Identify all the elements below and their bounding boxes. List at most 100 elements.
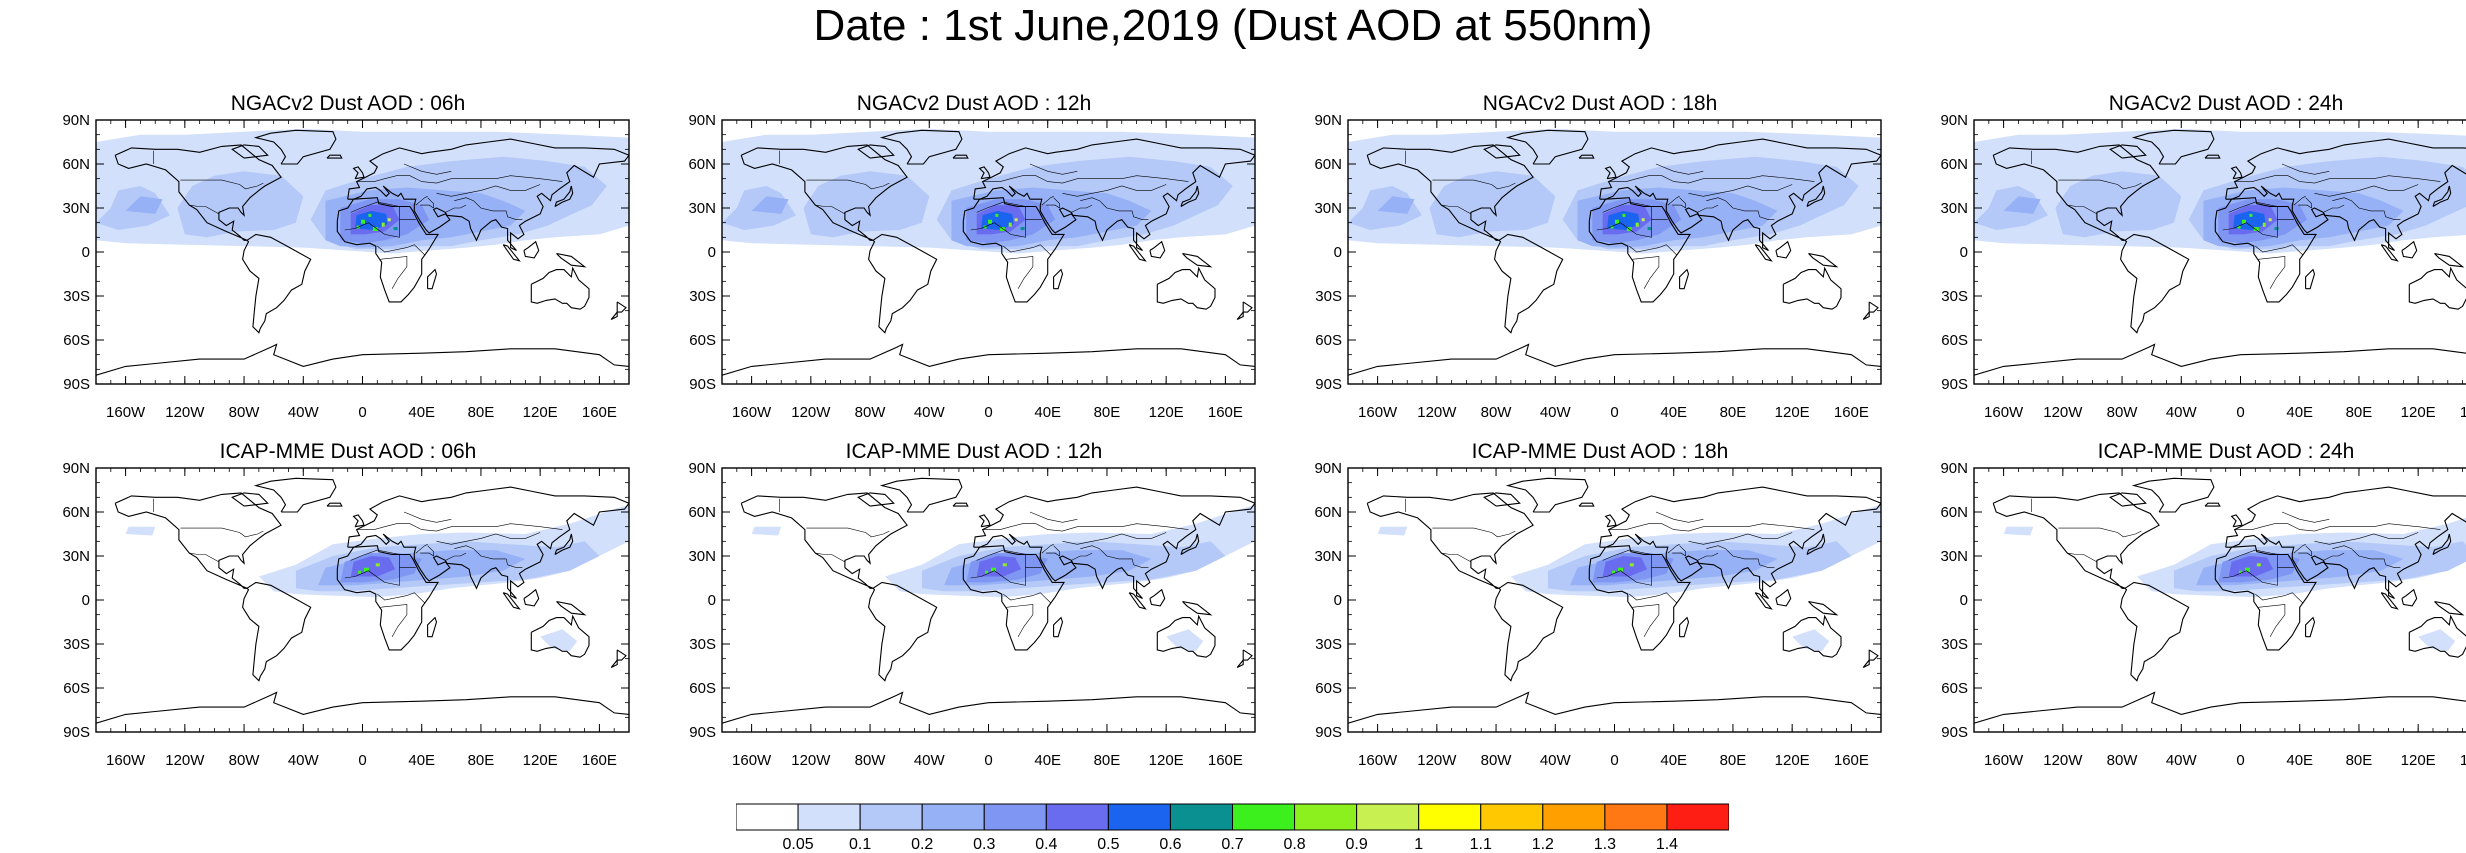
coastline-borneo — [2401, 588, 2418, 607]
longitude-tick-label: 40W — [2166, 752, 2198, 769]
country-border — [1029, 163, 1078, 175]
country-border — [454, 197, 523, 220]
latitude-tick-label: 60S — [1941, 680, 1968, 697]
coastline-africa — [1588, 545, 1691, 651]
country-border — [356, 175, 563, 184]
colorbar-label: 0.6 — [1159, 836, 1181, 851]
latitude-tick-label: 60S — [689, 680, 716, 697]
latitude-tick-label: 90S — [1315, 376, 1342, 393]
latitude-tick-label: 90N — [1940, 460, 1968, 477]
coastline-sumatra — [1754, 244, 1773, 262]
latitude-tick-label: 30S — [1315, 288, 1342, 305]
country-border — [1071, 552, 1093, 561]
aod-high-cell — [2242, 219, 2246, 224]
longitude-tick-label: 40E — [1034, 404, 1061, 421]
colorbar-swatch — [797, 803, 861, 831]
latitude-tick-label: 30S — [63, 288, 90, 305]
longitude-tick-label: 160W — [1358, 404, 1398, 421]
country-border — [189, 552, 220, 563]
country-border — [1006, 604, 1034, 637]
latitude-tick-label: 30N — [1314, 200, 1342, 217]
longitude-tick-label: 120W — [165, 752, 205, 769]
longitude-tick-label: 40E — [1660, 404, 1687, 421]
coastline-baffin-island — [857, 492, 895, 507]
aod-shading-region — [1377, 526, 1408, 536]
map-panel: ICAP-MME Dust AOD : 12h 90N 60N 30N 0 30S 60S 9… — [674, 440, 1274, 780]
coastline-japan — [2432, 533, 2452, 555]
panel-title: ICAP-MME Dust AOD : 24h — [2097, 440, 2355, 463]
country-border — [2234, 523, 2441, 532]
latitude-tick-label: 30N — [62, 200, 90, 217]
coastline-australia — [1782, 614, 1842, 658]
aod-high-cell — [1635, 222, 1639, 227]
coastline-antarctica — [722, 343, 1255, 376]
aod-high-cell — [375, 563, 380, 567]
aod-shading-region — [1377, 196, 1415, 214]
country-border — [2222, 201, 2278, 238]
coastline-uk — [978, 514, 991, 528]
map-plot: 90N 60N 30N 0 30S 60S 90S 160W 120W 80W 40W 0 40E 80E… — [1314, 460, 1882, 769]
aod-high-cell — [1002, 563, 1007, 567]
coastline-sumatra — [1754, 592, 1773, 610]
country-border — [2293, 544, 2306, 554]
latitude-tick-label: 60N — [1940, 156, 1968, 173]
aod-shading-region — [2003, 526, 2034, 536]
longitude-tick-label: 0 — [984, 404, 992, 421]
latitude-tick-label: 60N — [62, 504, 90, 521]
latitude-tick-label: 0 — [1960, 592, 1968, 609]
colorbar-label: 0.05 — [782, 836, 813, 851]
colorbar-swatch — [1604, 803, 1668, 831]
longitude-tick-label: 80W — [1481, 752, 1513, 769]
country-border — [2332, 545, 2401, 568]
aod-shading-region — [803, 171, 930, 238]
coastline-madagascar — [2305, 268, 2316, 290]
country-border — [2258, 256, 2286, 289]
aod-high-cell — [1020, 227, 1025, 231]
longitude-tick-label: 120E — [1149, 752, 1184, 769]
latitude-tick-label: 30S — [1941, 288, 1968, 305]
aod-high-cell — [1617, 567, 1623, 572]
longitude-tick-label: 160W — [1984, 752, 2024, 769]
aod-high-cell — [1622, 213, 1626, 217]
colorbar: 0.05 0.1 0.2 0.3 0.4 0.5 0.6 0.7 0.8 0.9 1 1.1 1.2 1.… — [736, 803, 1729, 851]
country-border — [1080, 545, 1149, 568]
coastline-sumatra — [2380, 592, 2399, 610]
coastline-eurasia — [347, 486, 629, 599]
latitude-tick-label: 30S — [689, 288, 716, 305]
latitude-tick-label: 90N — [688, 460, 716, 477]
coastline-greenland — [1505, 477, 1589, 513]
coastline-madagascar — [427, 268, 438, 290]
latitude-tick-label: 0 — [708, 592, 716, 609]
coastline-new-zealand — [1236, 301, 1253, 320]
longitude-tick-label: 160W — [732, 752, 772, 769]
colorbar-swatch — [1480, 803, 1544, 831]
coastline-iceland — [1578, 154, 1595, 159]
aod-high-cell — [2249, 213, 2253, 217]
coastline-north-america — [1366, 144, 1534, 241]
aod-high-cell — [2262, 222, 2266, 227]
country-border — [1706, 545, 1775, 568]
country-border — [1697, 204, 1719, 213]
coastline-uk — [2230, 514, 2243, 528]
aod-high-cell — [2244, 567, 2250, 572]
coastline-eurasia — [347, 138, 629, 251]
longitude-tick-label: 120E — [523, 404, 558, 421]
country-border — [2258, 604, 2286, 637]
coastline-baffin-island — [231, 144, 269, 159]
coastline-baffin-island — [2109, 492, 2147, 507]
colorbar-label: 1.2 — [1532, 836, 1554, 851]
latitude-tick-label: 90S — [689, 376, 716, 393]
colorbar-label: 1.3 — [1594, 836, 1616, 851]
latitude-tick-label: 60N — [1314, 504, 1342, 521]
longitude-tick-label: 40W — [1540, 404, 1572, 421]
map-panel: NGACv2 Dust AOD : 18h 90N 60N 30N 0 30S 60S 90S… — [1300, 92, 1900, 432]
coastline-antarctica — [722, 691, 1255, 724]
coastline-africa — [962, 545, 1065, 651]
country-border — [2067, 552, 2098, 563]
coastline-greenland — [253, 477, 337, 513]
colorbar-label: 0.4 — [1035, 836, 1057, 851]
longitude-tick-label: 160E — [1208, 404, 1243, 421]
aod-high-cell — [995, 213, 999, 217]
country-border — [1679, 197, 1686, 208]
country-border — [2298, 204, 2312, 209]
